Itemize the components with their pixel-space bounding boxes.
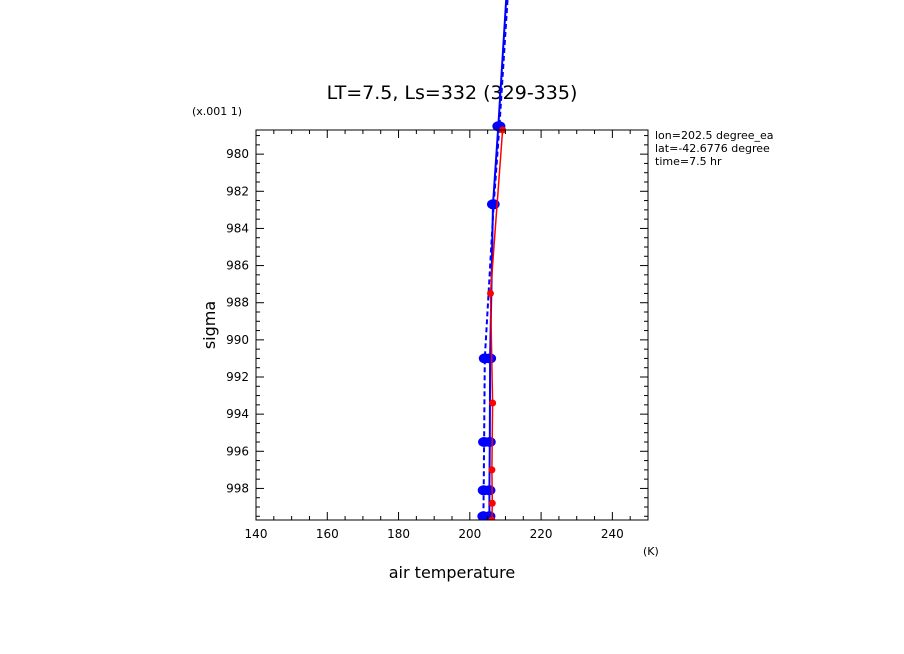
y-tick-label: 998 [226,481,249,495]
series-1-point [478,353,491,364]
series-2-point [489,399,497,407]
annotation-lat: lat=-42.6776 degree [655,142,770,155]
y-tick-label: 994 [226,407,249,421]
y-tick-label: 980 [226,147,249,161]
y-axis-label: sigma [200,301,219,349]
y-tick-label: 996 [226,444,249,458]
y-tick-label: 992 [226,370,249,384]
annotation-time: time=7.5 hr [655,155,722,168]
x-tick-label: 140 [245,527,268,541]
y-tick-label: 984 [226,221,249,235]
x-tick-label: 160 [316,527,339,541]
x-unit-label: (K) [643,545,659,558]
y-tick-label: 988 [226,296,249,310]
series-2-point [488,466,496,474]
series-2-point [488,499,496,507]
annotation-lon: lon=202.5 degree_ea [655,129,774,142]
series-2-point [488,516,496,520]
y-axis: 980 982 984 986 988 990 992 994 996 998 [226,135,648,517]
y-tick-label: 982 [226,184,249,198]
x-axis-label: air temperature [389,563,515,582]
series-line-2 [489,129,504,520]
x-axis: 140 160 180 200 220 240 [245,130,649,541]
x-tick-label: 240 [601,527,624,541]
series-layer [477,0,509,520]
x-tick-label: 200 [458,527,481,541]
y-tick-label: 986 [226,259,249,273]
series-2-point [486,289,494,297]
chart-title: LT=7.5, Ls=332 (329-335) [327,82,578,104]
x-tick-label: 220 [530,527,553,541]
y-scale-note: (x.001 1) [192,105,242,118]
x-tick-label: 180 [387,527,410,541]
plot-frame [255,129,649,521]
series-1-point [478,437,491,447]
y-tick-label: 990 [226,333,249,347]
series-1-point [477,485,490,496]
series-1-point [477,511,490,520]
